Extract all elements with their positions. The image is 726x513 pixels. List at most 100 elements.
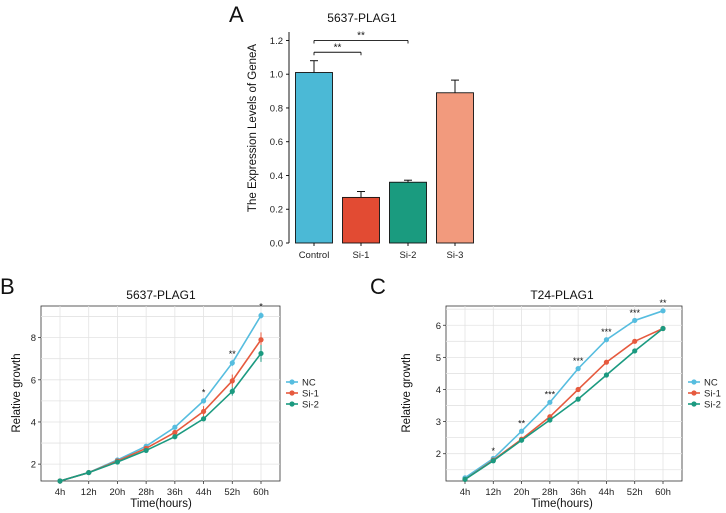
panel-c-x-axis-label: Time(hours)	[531, 498, 593, 510]
series-point-nc	[603, 337, 610, 343]
panel-a-x-tick-label: Control	[299, 250, 330, 261]
panel-a-bar	[342, 196, 380, 244]
panel-a-y-tick-label: 0.8	[270, 103, 283, 114]
panel-b-x-tick-label: 52h	[224, 487, 240, 498]
series-point-nc	[258, 312, 264, 319]
panel-c-x-tick-label: 52h	[627, 487, 643, 498]
series-point-si-2	[57, 478, 63, 484]
panel-c-y-tick-label: 4	[436, 385, 441, 396]
panel-a-letter: A	[229, 2, 244, 27]
panel-b-x-tick-label: 12h	[81, 487, 97, 498]
significance-marker: *	[259, 301, 263, 311]
panel-a-y-tick-label: 1.0	[270, 70, 283, 81]
series-point-si-2	[660, 325, 666, 332]
legend-label-si-2: Si-2	[704, 400, 721, 411]
legend-marker-nc	[691, 379, 697, 385]
panel-c-y-tick-label: 3	[436, 417, 441, 428]
panel-a-y-tick-label: 0.4	[270, 171, 283, 182]
panel-c-title: T24-PLAG1	[530, 288, 594, 302]
series-line-nc	[464, 310, 664, 479]
panel-c-x-tick-label: 44h	[598, 487, 614, 498]
panel-b-series	[57, 312, 264, 484]
panel-c-y-ticks: 2 3 4 5 6	[436, 321, 446, 460]
panel-a-y-ticks: 0.0 0.2 0.4 0.6 0.8 1.0 1.2	[270, 36, 289, 250]
series-point-si-2	[143, 447, 149, 454]
significance-marker: ***	[629, 308, 640, 318]
panel-b-y-tick-label: 2	[31, 460, 36, 471]
legend-marker-si-2	[691, 401, 697, 407]
series-point-si-2	[547, 417, 553, 423]
panel-a-y-axis-label: The Expression Levels of GeneA	[247, 44, 259, 212]
panel-c-letter: C	[370, 274, 386, 299]
legend-label-nc: NC	[704, 378, 718, 389]
series-point-nc	[660, 308, 666, 314]
significance-marker: ***	[545, 390, 556, 400]
series-line-si-2	[464, 327, 664, 481]
series-point-nc	[575, 366, 581, 372]
significance-marker: **	[229, 349, 237, 359]
significance-marker: *	[202, 387, 206, 397]
panel-a-x-tick-label: Si-1	[353, 250, 370, 261]
panel-a-x-tick-label: Si-3	[447, 250, 464, 261]
panel-a-sig-label: **	[357, 30, 365, 41]
legend-marker-si-1	[289, 390, 295, 396]
panel-a-x-tick-label: Si-2	[400, 250, 417, 261]
panel-a-y-tick-label: 0.6	[270, 137, 283, 148]
panel-c-y-tick-label: 6	[436, 321, 441, 332]
series-point-si-1	[603, 359, 610, 365]
legend-label-nc: NC	[302, 378, 316, 389]
series-point-si-2	[200, 416, 207, 422]
panel-a-bar	[389, 181, 427, 244]
panel-c-y-tick-label: 2	[436, 449, 441, 460]
panel-b-x-tick-label: 36h	[167, 487, 183, 498]
significance-marker: **	[659, 298, 667, 308]
panel-c-x-tick-label: 60h	[655, 487, 671, 498]
panel-b-x-tick-label: 20h	[109, 487, 125, 498]
significance-marker: ***	[573, 356, 584, 366]
panel-c-series	[462, 308, 666, 482]
legend-marker-nc	[289, 379, 295, 385]
panel-a-bar-chart: A 5637-PLAG1 The Expression Levels of Ge…	[229, 2, 474, 261]
panel-b-letter: B	[0, 274, 15, 299]
legend-marker-si-2	[289, 401, 295, 407]
panel-b-x-tick-label: 60h	[253, 487, 269, 498]
panel-a-y-tick-label: 0.0	[270, 239, 283, 250]
significance-marker: **	[518, 419, 526, 429]
legend-label-si-2: Si-2	[302, 400, 319, 411]
series-point-si-1	[575, 386, 581, 393]
panel-c-y-tick-label: 5	[436, 353, 441, 364]
series-point-si-2	[518, 437, 525, 443]
panel-c-x-ticks: 4h 12h 20h 28h 36h 44h 52h 60h	[460, 481, 671, 498]
series-point-si-1	[258, 337, 264, 343]
series-point-si-2	[575, 396, 581, 402]
panel-a-sig-label: **	[334, 42, 342, 53]
panel-c-x-tick-label: 20h	[514, 487, 530, 498]
series-point-si-1	[200, 408, 207, 415]
panel-c-x-tick-label: 12h	[485, 487, 501, 498]
series-line-si-2	[59, 352, 262, 482]
series-point-si-1	[229, 378, 235, 384]
panel-a-significance: ** **	[313, 30, 409, 56]
panel-b-annotations: ****	[202, 301, 263, 397]
panel-a-y-tick-label: 0.2	[270, 205, 283, 216]
panel-b-y-ticks: 2 4 6 8	[31, 333, 41, 471]
panel-c-line-chart: C T24-PLAG1 2 3 4 5 6 4h 12h 20h 28h 36h 44h 52h 60…	[370, 274, 721, 510]
panel-c-x-tick-label: 36h	[570, 487, 586, 498]
series-point-si-2	[632, 348, 638, 354]
panel-b-x-axis-label: Time(hours)	[130, 498, 192, 510]
significance-marker: ***	[601, 327, 612, 337]
panel-c-plot-frame	[445, 305, 683, 482]
panel-c-x-tick-label: 4h	[460, 487, 471, 498]
panel-b-x-tick-label: 44h	[196, 487, 212, 498]
panel-c-x-tick-label: 28h	[542, 487, 558, 498]
panel-b-y-tick-label: 6	[31, 375, 36, 386]
panel-a-bars	[295, 60, 474, 244]
panel-b-x-tick-label: 4h	[55, 487, 66, 498]
panel-a-title: 5637-PLAG1	[327, 11, 397, 25]
panel-b-line-chart: B 5637-PLAG1 2 4 6 8 4h 12h 20h 28h 36h 44h 52h 60…	[0, 274, 319, 510]
series-point-nc	[172, 424, 178, 430]
panel-a-bar	[295, 72, 333, 244]
panel-c-annotations: *****************	[492, 298, 667, 456]
